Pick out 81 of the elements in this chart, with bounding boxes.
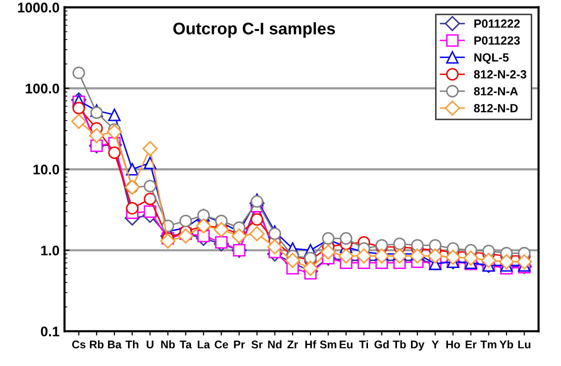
x-tick-label: Tm bbox=[480, 340, 496, 348]
x-tick-label: Sm bbox=[320, 340, 336, 348]
point bbox=[481, 252, 496, 268]
point bbox=[214, 222, 229, 238]
point bbox=[340, 232, 352, 245]
x-tick-label: Ho bbox=[446, 340, 460, 348]
x-tick-label: Ta bbox=[180, 340, 192, 348]
point bbox=[302, 260, 318, 276]
point bbox=[410, 248, 425, 264]
x-tick-label: Th bbox=[126, 340, 138, 348]
point bbox=[338, 248, 354, 264]
point bbox=[71, 114, 86, 129]
point bbox=[179, 214, 192, 228]
point bbox=[142, 141, 158, 156]
x-tick-label: Pr bbox=[234, 340, 245, 348]
point bbox=[232, 228, 247, 244]
x-tick-label: Hf bbox=[305, 340, 316, 348]
point bbox=[374, 248, 390, 264]
point bbox=[320, 244, 336, 260]
x-tick-label: Rb bbox=[90, 340, 104, 348]
point bbox=[72, 102, 86, 114]
x-tick-label: Nd bbox=[268, 340, 282, 348]
point bbox=[250, 195, 264, 208]
point bbox=[516, 254, 532, 270]
point bbox=[90, 106, 103, 119]
point bbox=[108, 108, 121, 122]
point bbox=[463, 250, 478, 266]
point bbox=[160, 233, 176, 249]
point bbox=[411, 239, 424, 252]
point bbox=[428, 239, 442, 252]
point bbox=[249, 226, 265, 242]
legend-label: 812-N-A bbox=[474, 87, 518, 96]
x-tick-label: Yb bbox=[500, 340, 514, 348]
legend-label: 812-N-D bbox=[474, 104, 518, 112]
x-tick-label: Ce bbox=[214, 340, 228, 348]
x-tick-label: Eu bbox=[340, 340, 352, 348]
x-tick-label: Gd bbox=[374, 340, 389, 348]
point bbox=[268, 227, 282, 240]
point bbox=[178, 228, 194, 244]
legend-label: 812-N-2-3 bbox=[474, 70, 526, 79]
x-tick-label: Zr bbox=[287, 340, 298, 348]
point bbox=[392, 248, 408, 264]
x-tick-label: Sr bbox=[251, 340, 263, 348]
point bbox=[445, 250, 461, 265]
x-tick-label: U bbox=[146, 340, 154, 348]
point bbox=[250, 213, 264, 226]
x-tick-label: Ba bbox=[108, 340, 122, 348]
point bbox=[285, 252, 300, 268]
point bbox=[428, 248, 443, 264]
x-tick-label: Cs bbox=[72, 340, 86, 348]
point bbox=[89, 128, 104, 144]
point bbox=[144, 180, 156, 192]
point bbox=[106, 124, 122, 140]
x-tick-label: Er bbox=[466, 340, 477, 348]
x-tick-label: Ti bbox=[359, 340, 368, 348]
point bbox=[126, 163, 138, 176]
point bbox=[144, 192, 156, 206]
point bbox=[72, 66, 86, 80]
legend-label: NQL-5 bbox=[474, 53, 509, 64]
x-tick-label: Dy bbox=[411, 340, 424, 351]
y-tick-label: 100.0 bbox=[26, 84, 60, 94]
x-tick-label: Nb bbox=[161, 340, 175, 348]
legend-label: P011222 bbox=[474, 19, 520, 28]
y-tick-label: 1000.0 bbox=[18, 2, 60, 12]
y-tick-label: 1.0 bbox=[41, 246, 60, 256]
legend-label: P011223 bbox=[474, 36, 520, 45]
text: Outcrop C-I samples bbox=[173, 22, 335, 38]
point bbox=[267, 239, 282, 254]
x-tick-label: La bbox=[198, 340, 210, 348]
point bbox=[126, 202, 138, 215]
point bbox=[108, 146, 121, 159]
y-tick-label: 10.0 bbox=[34, 164, 60, 174]
x-tick-label: Tb bbox=[392, 340, 406, 348]
point bbox=[498, 254, 514, 270]
y-tick-label: 0.1 bbox=[40, 326, 60, 336]
x-tick-label: Lu bbox=[518, 340, 530, 348]
point bbox=[393, 238, 406, 250]
point bbox=[356, 248, 372, 264]
point bbox=[215, 236, 228, 249]
point bbox=[144, 205, 156, 218]
x-tick-label: Y bbox=[432, 340, 439, 348]
